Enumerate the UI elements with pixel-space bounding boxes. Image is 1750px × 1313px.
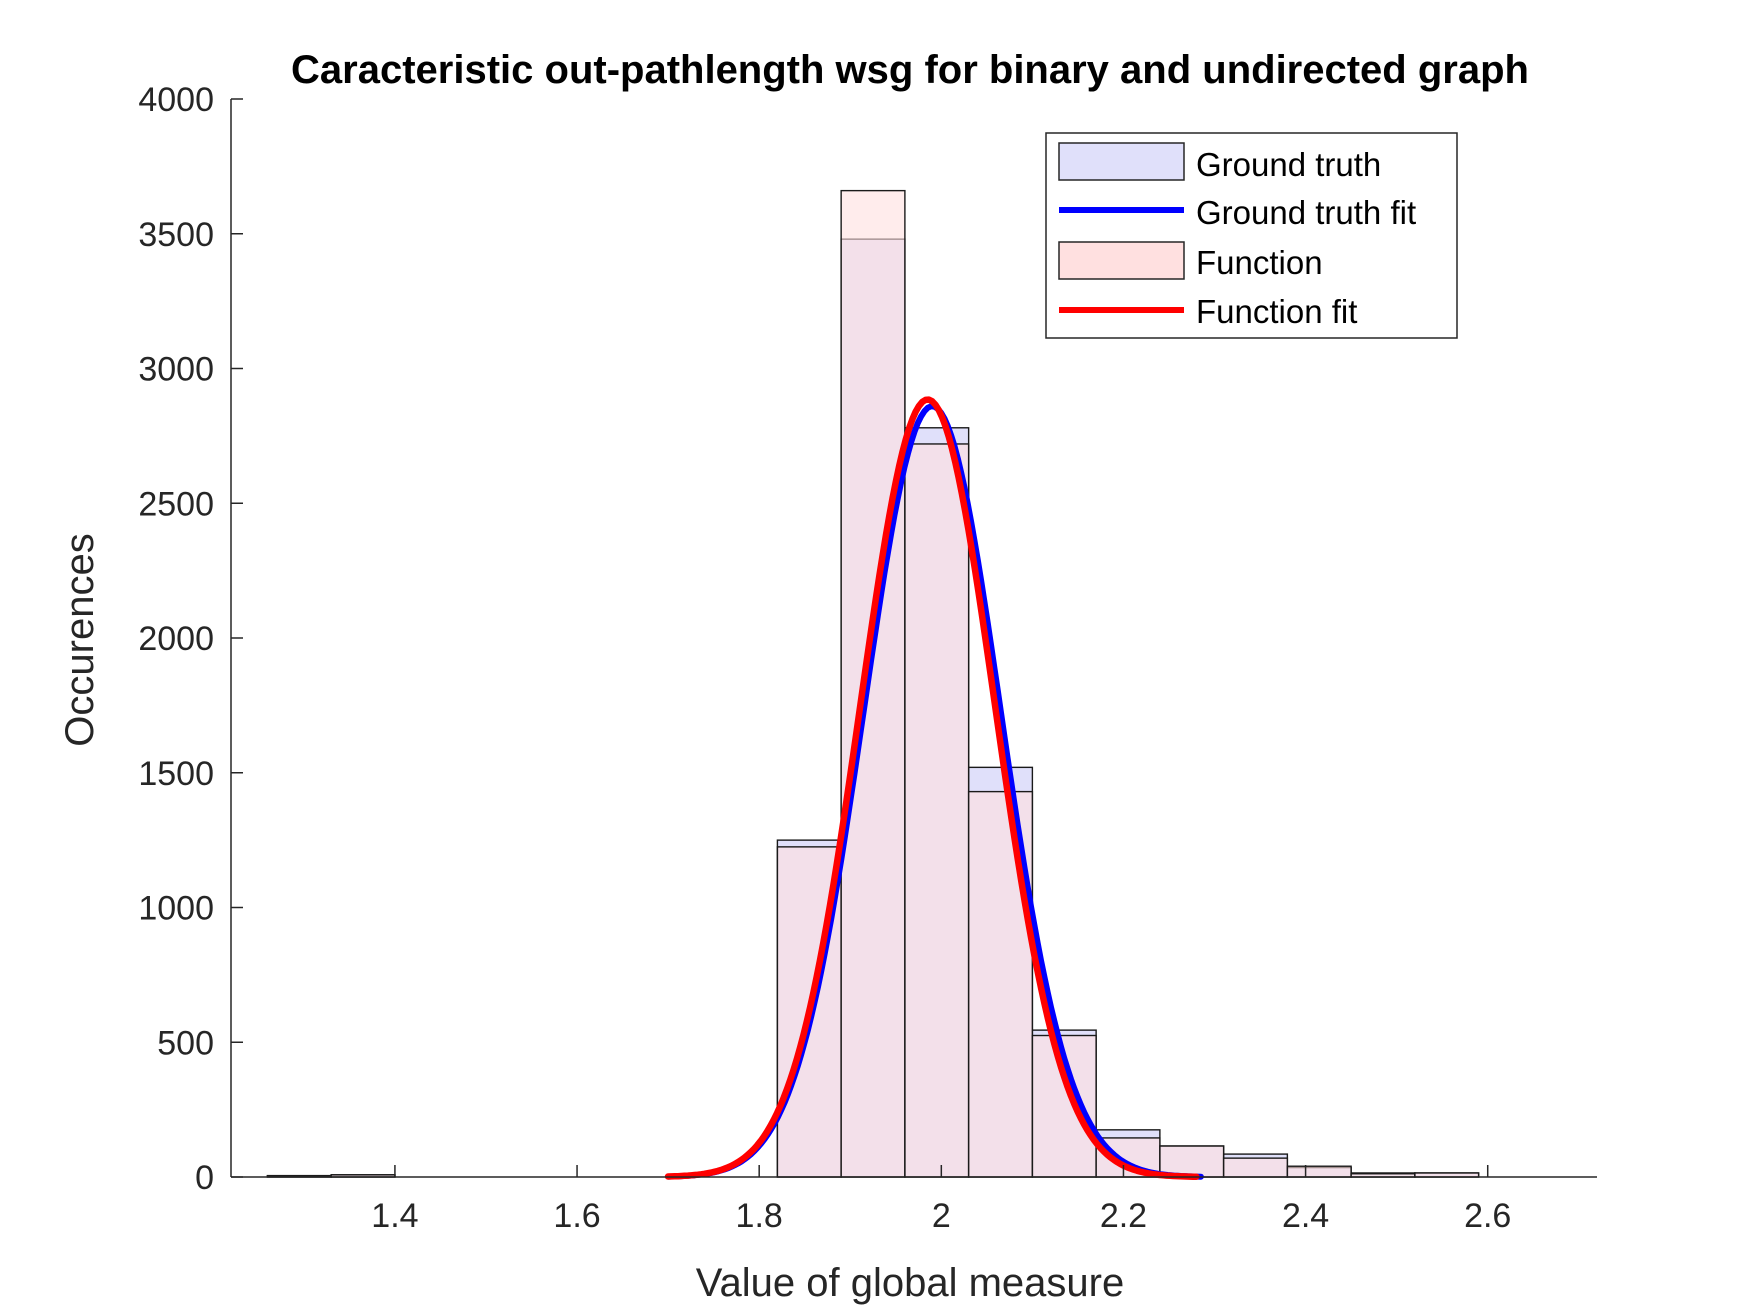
y-tick-label: 2500: [138, 485, 214, 523]
y-tick-label: 2000: [138, 620, 214, 658]
legend-swatch-function: [1058, 241, 1185, 280]
legend: Ground truth Ground truth fit Function F…: [1045, 132, 1458, 339]
legend-label-function-fit: Function fit: [1196, 293, 1357, 330]
function-bar: [840, 189, 906, 1178]
x-tick-label: 1.4: [371, 1197, 418, 1235]
function-bar: [904, 443, 970, 1178]
function-bar: [1286, 1165, 1352, 1178]
x-axis-ticks: 1.4 1.6 1.8 2 2.2 2.4 2.6: [371, 1165, 1511, 1235]
x-tick-label: 2.4: [1282, 1197, 1329, 1235]
x-tick-label: 2.6: [1464, 1197, 1511, 1235]
x-axis-label: Value of global measure: [696, 1261, 1124, 1305]
y-tick-label: 1000: [138, 890, 214, 928]
y-axis-label: Occurences: [58, 533, 102, 746]
x-tick-label: 2.2: [1100, 1197, 1147, 1235]
y-tick-label: 1500: [138, 755, 214, 793]
legend-label-function: Function: [1196, 244, 1323, 281]
y-tick-label: 0: [195, 1159, 214, 1197]
function-bar: [1222, 1157, 1289, 1178]
legend-label-ground-truth-fit: Ground truth fit: [1196, 194, 1416, 231]
chart-title: Caracteristic out-pathlength wsg for bin…: [291, 48, 1529, 92]
y-axis-ticks: 0 500 1000 1500 2000 2500 3000 3500 4000: [138, 81, 243, 1197]
y-tick-label: 500: [157, 1024, 214, 1062]
y-tick-label: 3500: [138, 216, 214, 254]
legend-label-ground-truth: Ground truth: [1196, 146, 1381, 183]
y-tick-label: 3000: [138, 351, 214, 389]
function-fit-line: [664, 396, 1200, 1180]
legend-swatch-ground-truth: [1058, 142, 1185, 181]
x-tick-label: 1.8: [736, 1197, 783, 1235]
y-tick-label: 4000: [138, 81, 214, 119]
x-tick-label: 2: [932, 1197, 951, 1235]
fit-curves: [664, 396, 1204, 1180]
x-tick-label: 1.6: [553, 1197, 600, 1235]
